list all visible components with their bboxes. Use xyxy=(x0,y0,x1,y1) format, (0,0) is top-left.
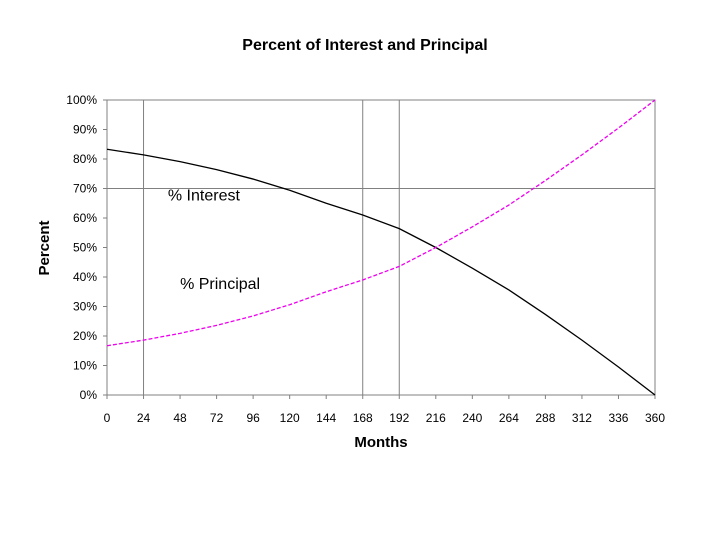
x-tick-label: 120 xyxy=(280,411,300,425)
principal-annotation: % Principal xyxy=(180,276,260,293)
y-tick-label: 30% xyxy=(73,300,97,314)
y-tick-label: 80% xyxy=(73,152,97,166)
series-layer xyxy=(106,99,656,396)
y-axis-title: Percent xyxy=(36,220,53,275)
y-tick-label: 50% xyxy=(73,241,97,255)
x-tick-label: 288 xyxy=(535,411,555,425)
x-tick-label: 312 xyxy=(572,411,592,425)
interest-annotation: % Interest xyxy=(168,187,241,204)
x-tick-label: 72 xyxy=(210,411,224,425)
x-axis-title: Months xyxy=(354,434,407,451)
y-tick-label: 60% xyxy=(73,211,97,225)
y-tick-label: 100% xyxy=(66,93,97,107)
y-tick-label: 10% xyxy=(73,359,97,373)
interest-series-line xyxy=(106,148,656,396)
plot-area-frame xyxy=(106,99,656,396)
axis-layer: 0% 10% 20% 30% 40% 50% 60% 70% 80% 90% 100% 0 24 48 72… xyxy=(66,93,665,425)
chart-title: Percent of Interest and Principal xyxy=(242,37,487,54)
x-tick-label: 24 xyxy=(137,411,151,425)
grid-layer xyxy=(106,99,656,396)
x-tick-label: 216 xyxy=(426,411,446,425)
y-tick-label: 0% xyxy=(80,388,98,402)
y-tick-label: 40% xyxy=(73,270,97,284)
x-tick-label: 240 xyxy=(462,411,482,425)
annotation-layer: % Interest % Principal xyxy=(168,187,260,292)
x-tick-label: 144 xyxy=(316,411,336,425)
principal-series-line xyxy=(106,99,656,347)
x-tick-label: 336 xyxy=(608,411,628,425)
y-tick-label: 90% xyxy=(73,123,97,137)
x-tick-label: 192 xyxy=(389,411,409,425)
x-tick-label: 168 xyxy=(353,411,373,425)
y-tick-label: 20% xyxy=(73,329,97,343)
x-tick-label: 0 xyxy=(104,411,111,425)
x-tick-label: 264 xyxy=(499,411,519,425)
x-tick-label: 96 xyxy=(246,411,260,425)
x-tick-label: 360 xyxy=(645,411,665,425)
y-tick-label: 70% xyxy=(73,182,97,196)
x-tick-label: 48 xyxy=(173,411,187,425)
